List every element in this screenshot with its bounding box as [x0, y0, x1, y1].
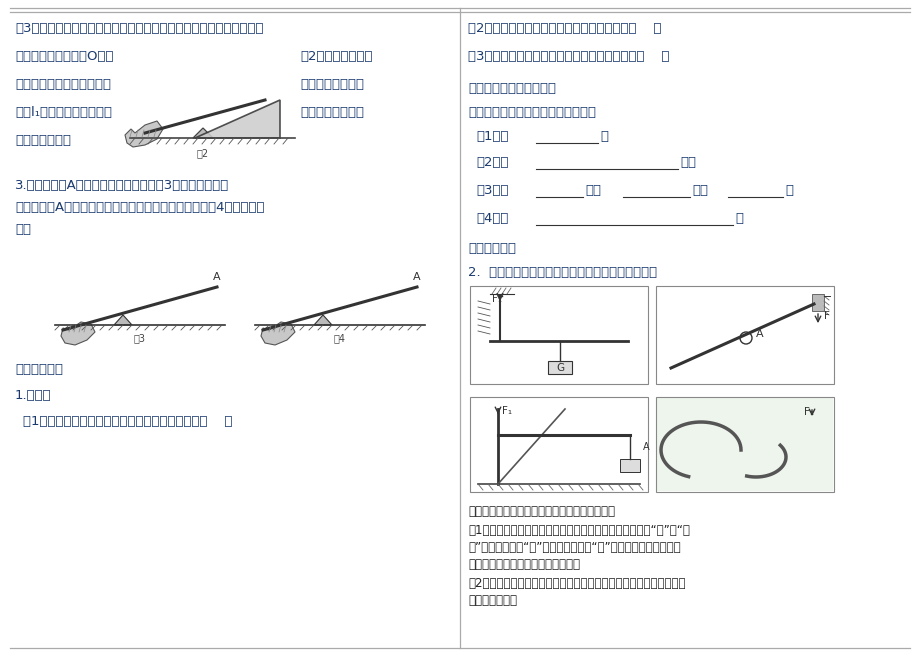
Bar — [656, 398, 832, 491]
Text: 图2。沿此边画虚线: 图2。沿此边画虚线 — [300, 50, 372, 63]
Text: 。: 。 — [734, 212, 743, 225]
Text: 探究点二：画杠杆的力臂: 探究点二：画杠杆的力臂 — [468, 82, 555, 95]
Text: 就是动力臂，在三角板的直: 就是动力臂，在三角板的直 — [15, 78, 111, 91]
Text: 线；: 线； — [679, 156, 696, 169]
Text: （2）作: （2）作 — [475, 156, 508, 169]
Text: （2）支点到动力作用点的距离就是动力臂。（    ）: （2）支点到动力作用点的距离就是动力臂。（ ） — [468, 22, 661, 35]
Bar — [619, 459, 640, 472]
Text: ；: ； — [599, 130, 607, 143]
Text: （4）标: （4）标 — [475, 212, 508, 225]
Text: （1）找: （1）找 — [475, 130, 508, 143]
Bar — [470, 397, 647, 492]
Text: A: A — [213, 272, 221, 282]
Bar — [548, 361, 572, 374]
Text: F₁: F₁ — [502, 406, 512, 416]
Text: 另一条直角边过支点O，如: 另一条直角边过支点O，如 — [15, 50, 113, 63]
Polygon shape — [313, 315, 332, 325]
Polygon shape — [193, 128, 213, 138]
Text: 角处画垂直符号，: 角处画垂直符号， — [300, 78, 364, 91]
Polygon shape — [811, 294, 823, 311]
Text: 1.判断题: 1.判断题 — [15, 389, 51, 402]
Bar — [470, 286, 647, 384]
Text: 如果动力在A点，垂直于杆向上，那支点又在哪儿？在图4中画出五要: 如果动力在A点，垂直于杆向上，那支点又在哪儿？在图4中画出五要 — [15, 201, 265, 214]
Polygon shape — [125, 121, 163, 147]
Text: （3）利用直角三角板的两个直角边，一条边与动力重合，移动直尺使: （3）利用直角三角板的两个直角边，一条边与动力重合，移动直尺使 — [15, 22, 263, 35]
Text: 力的作用点沿力的方向所画的直线。: 力的作用点沿力的方向所画的直线。 — [468, 558, 579, 571]
Text: 臂一般要改变。: 臂一般要改变。 — [468, 594, 516, 607]
Text: 你能总结一下画力臂的一般步骤吗？: 你能总结一下画力臂的一般步骤吗？ — [468, 106, 596, 119]
Bar — [655, 397, 834, 492]
Text: （1）力臂是支点到力的作用线的距离，从几何上来看，是“点”到“直: （1）力臂是支点到力的作用线的距离，从几何上来看，是“点”到“直 — [468, 524, 689, 537]
Text: 并标l₁，照上法画阻力臂，: 并标l₁，照上法画阻力臂， — [15, 106, 112, 119]
Bar — [655, 286, 834, 384]
Text: 阻力作用线不够长: 阻力作用线不够长 — [300, 106, 364, 119]
Text: （1）支点总是在动力作用点与阻力作用点之间。（    ）: （1）支点总是在动力作用点与阻力作用点之间。（ ） — [23, 415, 233, 428]
Text: 可用虚线延长。: 可用虚线延长。 — [15, 134, 71, 147]
Text: （3）画: （3）画 — [475, 184, 508, 197]
Text: A: A — [642, 442, 649, 452]
Text: 3.如果动力在A点，垂直于杆向下，在图3中画出五要素。: 3.如果动力在A点，垂直于杆向下，在图3中画出五要素。 — [15, 179, 229, 192]
Text: 【针对训练】: 【针对训练】 — [15, 363, 62, 376]
Text: A: A — [413, 272, 420, 282]
Text: ；: ； — [784, 184, 792, 197]
Text: 【针对训练】: 【针对训练】 — [468, 242, 516, 255]
Text: 图3: 图3 — [134, 333, 146, 343]
Text: F₁: F₁ — [803, 407, 813, 417]
Polygon shape — [195, 100, 279, 138]
Text: 点到: 点到 — [584, 184, 600, 197]
Text: 线的: 线的 — [691, 184, 708, 197]
Text: A: A — [755, 329, 763, 339]
Polygon shape — [61, 322, 95, 345]
Text: （2）某一力作用在杠杆上，若作用点不变，但力的方向改变，那么力: （2）某一力作用在杠杆上，若作用点不变，但力的方向改变，那么力 — [468, 577, 685, 590]
Text: 图2: 图2 — [197, 148, 209, 158]
Polygon shape — [261, 322, 295, 345]
Text: G: G — [555, 363, 563, 373]
Text: 素。: 素。 — [15, 223, 31, 236]
Polygon shape — [114, 315, 131, 325]
Text: 线”的距离。其中“点”为杠杆的支点；“线”为力的作用线，即通过: 线”的距离。其中“点”为杠杆的支点；“线”为力的作用线，即通过 — [468, 541, 680, 554]
Text: 2.  在下列图中，找支点，画出动力、阻力的力臂。: 2. 在下列图中，找支点，画出动力、阻力的力臂。 — [468, 266, 656, 279]
Text: （3）动力臂和阻力臂不一定都在杠杆本身上。（    ）: （3）动力臂和阻力臂不一定都在杠杆本身上。（ ） — [468, 50, 669, 63]
Text: F₁: F₁ — [492, 294, 502, 304]
Text: 知识归纳：关于力臂的概念，要注意以下几点：: 知识归纳：关于力臂的概念，要注意以下几点： — [468, 505, 614, 518]
Text: F: F — [823, 311, 829, 321]
Text: 图4: 图4 — [334, 333, 346, 343]
